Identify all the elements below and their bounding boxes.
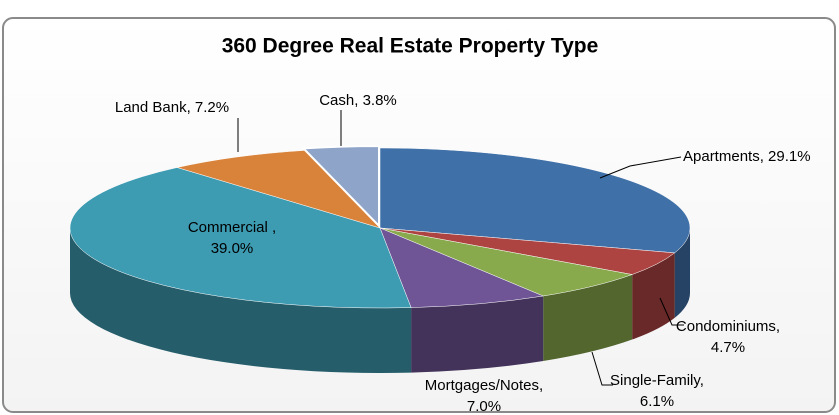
data-label-line: 39.0% [211,240,254,257]
slice-side [70,228,412,373]
data-label: Commercial , 39.0% [188,219,276,257]
slice-side [411,296,544,373]
data-label-line: Condominiums, [676,318,780,335]
slice-side [632,252,675,340]
data-label-line: Single-Family, [610,372,704,389]
data-label-line: Cash, 3.8% [319,92,397,109]
slice [301,144,381,229]
data-label: Apartments, 29.1% [683,148,811,165]
data-label-line: Mortgages/Notes, [425,377,543,394]
leader-line [599,156,682,179]
slice [176,150,381,229]
leader-line [591,351,613,386]
data-label: Cash, 3.8% [319,92,397,109]
data-label-line: 4.7% [711,339,745,356]
data-label: Land Bank, 7.2% [115,99,229,116]
data-label: Condominiums, 4.7% [676,318,780,356]
data-label-line: 6.1% [640,393,674,410]
data-label: Single-Family, 6.1% [610,372,704,410]
slice [379,227,545,308]
slice [69,167,412,309]
data-label-line: Apartments, 29.1% [683,148,811,165]
leader-line [659,297,684,326]
data-label-line: Commercial , [188,219,276,236]
chart-title: 360 Degree Real Estate Property Type [222,35,599,58]
slice [379,227,634,297]
data-label-line: Land Bank, 7.2% [115,99,229,116]
data-label-line: 7.0% [467,398,501,415]
slice [379,147,691,254]
data-label: Mortgages/Notes, 7.0% [425,377,543,415]
slice-side [674,228,690,318]
slice-side [543,274,633,362]
